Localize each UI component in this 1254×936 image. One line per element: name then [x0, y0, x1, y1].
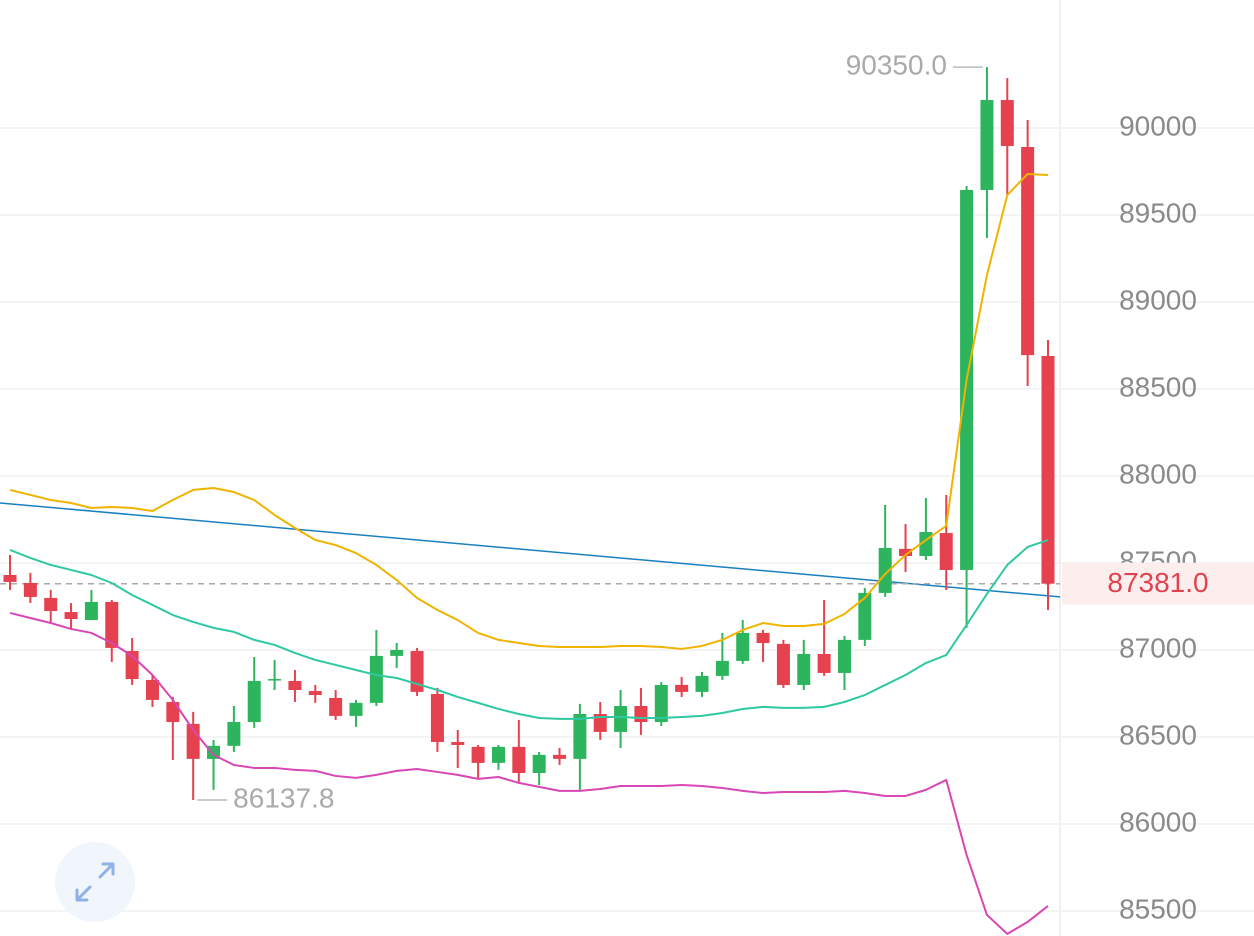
candle-body [695, 675, 709, 692]
expand-button[interactable] [55, 842, 135, 922]
candle-body [614, 706, 628, 732]
candle-body [430, 693, 444, 743]
candle-body [980, 100, 994, 190]
candle-body [1041, 355, 1055, 584]
candle-body [899, 548, 913, 557]
candle-body [512, 746, 526, 773]
y-tick-label: 89500 [1119, 197, 1197, 228]
ma-line [9, 611, 1049, 935]
candle-body [593, 714, 607, 732]
y-tick-label: 86000 [1119, 806, 1197, 837]
candle-body [227, 722, 241, 746]
candle-body [84, 601, 98, 621]
candle-body [939, 533, 953, 570]
y-tick-label: 88500 [1119, 371, 1197, 402]
candle-body [23, 582, 37, 597]
candle-body [878, 548, 892, 593]
candle-body [817, 653, 831, 673]
y-tick-label: 88000 [1119, 458, 1197, 489]
y-tick-label: 85500 [1119, 893, 1197, 924]
candle-body [308, 691, 322, 696]
y-tick-label: 90000 [1119, 110, 1197, 141]
candle-body [736, 632, 750, 661]
candle-body [166, 702, 180, 723]
candle-body [64, 612, 78, 620]
candle-body [776, 643, 790, 685]
candle-body [573, 714, 587, 759]
candle-body [145, 679, 159, 700]
candle-body [654, 684, 668, 723]
candle-body [1021, 147, 1035, 356]
candle-body [471, 746, 485, 763]
candle-body [858, 592, 872, 640]
candle-body [532, 754, 546, 773]
candle-body [268, 679, 282, 681]
expand-icon[interactable] [75, 862, 115, 902]
candle-body [44, 597, 58, 612]
candle-body [349, 702, 363, 716]
candle-body [247, 680, 261, 723]
candle-body [634, 706, 648, 723]
ma-line [9, 539, 1049, 720]
candle-body [390, 649, 404, 656]
candle-body [756, 632, 770, 644]
candle-body [369, 655, 383, 703]
candle-body [105, 601, 119, 648]
last-price-tag [1062, 562, 1254, 605]
y-tick-label: 87000 [1119, 632, 1197, 663]
annotation-label: 90350.0 [846, 50, 947, 81]
candle-body [553, 754, 567, 759]
annotation-label: 86137.8 [233, 782, 334, 813]
candle-body [451, 742, 465, 745]
expand-button-bg[interactable] [55, 842, 135, 922]
candle-body [797, 653, 811, 685]
y-tick-label: 86500 [1119, 719, 1197, 750]
candle-body [3, 574, 17, 582]
candle-body [837, 639, 851, 673]
candle-body [288, 680, 302, 690]
candle-body [410, 651, 424, 692]
candle-body [491, 746, 505, 763]
candle-body [715, 660, 729, 676]
candle-body [329, 697, 343, 716]
candle-body [1000, 100, 1014, 146]
candle-body [675, 684, 689, 692]
last-price-label: 87381.0 [1107, 567, 1208, 598]
plot: 8550086000865008700087500880008850089000… [0, 50, 1254, 935]
y-tick-label: 89000 [1119, 284, 1197, 315]
ma-line [9, 172, 1049, 650]
